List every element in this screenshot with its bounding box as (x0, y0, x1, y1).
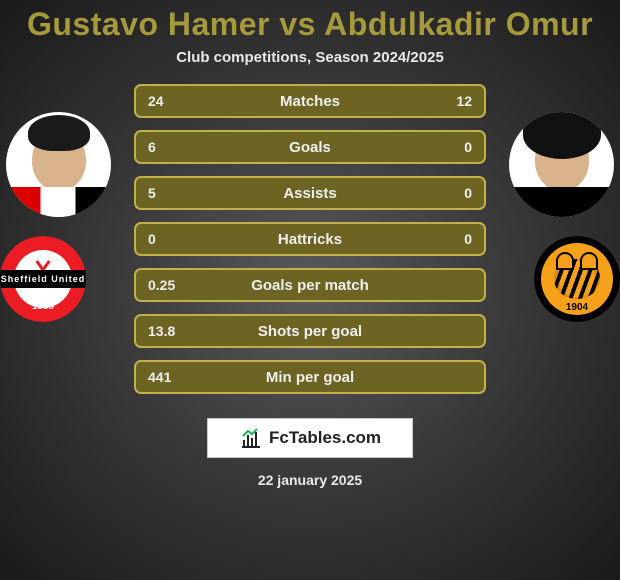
stat-label: Min per goal (136, 369, 484, 386)
club2-year: 1904 (534, 302, 620, 313)
stat-row: 24Matches12 (134, 84, 486, 118)
page-title: Gustavo Hamer vs Abdulkadir Omur (0, 6, 620, 43)
chart-icon (239, 426, 263, 450)
stat-row: 6Goals0 (134, 130, 486, 164)
stat-row: 13.8Shots per goal (134, 314, 486, 348)
stat-right-value: 0 (464, 139, 472, 155)
comparison-card: Gustavo Hamer vs Abdulkadir Omur Club co… (0, 0, 620, 580)
stat-label: Goals (136, 139, 484, 156)
tiger-icon (554, 259, 600, 299)
brand-box[interactable]: FcTables.com (207, 418, 413, 458)
stat-label: Assists (136, 185, 484, 202)
stat-right-value: 0 (464, 185, 472, 201)
stat-row: 0.25Goals per match (134, 268, 486, 302)
stat-label: Goals per match (136, 277, 484, 294)
club1-year: 1889 (0, 301, 86, 312)
stat-right-value: 12 (456, 93, 472, 109)
club2-badge: 1904 (534, 236, 620, 322)
stat-bars: 24Matches126Goals05Assists00Hattricks00.… (134, 84, 486, 406)
stat-right-value: 0 (464, 231, 472, 247)
stat-label: Hattricks (136, 231, 484, 248)
brand-text: FcTables.com (269, 428, 381, 448)
comparison-grid: Sheffield United 1889 1904 24Matches12 6G… (0, 84, 620, 404)
stat-row: 5Assists0 (134, 176, 486, 210)
club1-badge: Sheffield United 1889 (0, 236, 86, 322)
stat-row: 441Min per goal (134, 360, 486, 394)
date-text: 22 january 2025 (0, 472, 620, 488)
stat-row: 0Hattricks0 (134, 222, 486, 256)
player1-avatar (6, 112, 111, 217)
stat-label: Matches (136, 93, 484, 110)
page-subtitle: Club competitions, Season 2024/2025 (0, 49, 620, 66)
player2-avatar (509, 112, 614, 217)
club1-name: Sheffield United (0, 270, 86, 288)
stat-label: Shots per goal (136, 323, 484, 340)
